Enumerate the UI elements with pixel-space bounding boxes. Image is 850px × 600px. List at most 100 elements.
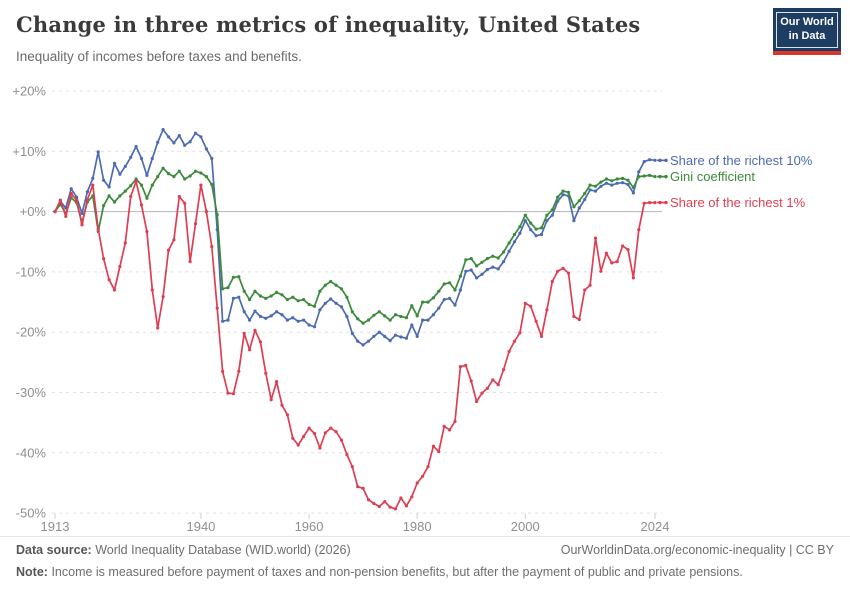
data-point <box>426 318 430 322</box>
data-point <box>96 150 100 154</box>
data-point <box>145 173 149 177</box>
data-point <box>648 173 652 177</box>
data-point <box>610 179 614 183</box>
legend-dot <box>664 158 668 163</box>
data-point <box>464 269 468 273</box>
data-point <box>237 295 241 299</box>
data-point <box>648 201 652 205</box>
data-point <box>550 279 554 284</box>
data-point <box>312 325 317 329</box>
legend-label-share-richest-10[interactable]: Share of the richest 10% <box>670 153 813 168</box>
data-point <box>123 241 127 245</box>
data-point <box>145 196 149 200</box>
data-point <box>410 323 414 327</box>
owid-logo[interactable]: Our World in Data <box>773 8 841 55</box>
data-point <box>139 156 144 161</box>
data-point <box>102 204 106 208</box>
data-point <box>464 258 468 262</box>
data-point <box>583 288 587 292</box>
data-point <box>361 343 365 347</box>
data-point <box>172 141 176 145</box>
data-point <box>85 190 89 194</box>
data-point <box>150 156 154 161</box>
data-point <box>161 166 165 170</box>
data-point <box>177 169 181 173</box>
data-point <box>377 330 381 334</box>
data-point <box>469 257 473 261</box>
data-point <box>529 304 533 308</box>
data-point <box>312 304 317 308</box>
data-point <box>253 328 257 332</box>
data-point <box>496 267 500 271</box>
data-point <box>323 431 327 435</box>
data-point <box>58 198 63 202</box>
legend-label-share-richest-1[interactable]: Share of the richest 1% <box>670 195 806 210</box>
data-point <box>404 316 408 320</box>
data-point <box>134 177 138 181</box>
data-point <box>502 260 506 264</box>
data-point <box>539 334 544 338</box>
data-point <box>491 254 495 258</box>
data-point <box>112 161 117 165</box>
data-point <box>621 176 625 180</box>
inequality-line-chart[interactable]: +20% +10% +0% -10% -20% -30% -40% -50%1913 1940 1… <box>0 78 850 536</box>
data-point <box>448 428 452 432</box>
data-point <box>366 498 371 502</box>
data-point <box>631 276 636 280</box>
legend-dot <box>664 174 668 179</box>
data-point <box>323 301 327 305</box>
data-point <box>458 274 462 278</box>
data-point <box>215 213 219 217</box>
series-line-gini-coefficient[interactable] <box>54 167 656 325</box>
data-point <box>599 269 603 273</box>
data-point <box>626 178 630 182</box>
legend-dot <box>658 158 662 163</box>
data-point <box>426 465 430 469</box>
data-point <box>621 244 625 248</box>
data-point <box>518 231 522 235</box>
data-point <box>399 335 403 339</box>
data-point <box>502 250 506 254</box>
chart-area[interactable]: +20% +10% +0% -10% -20% -30% -40% -50% 1913 1940 1… <box>0 78 850 536</box>
data-point <box>150 183 154 187</box>
data-point <box>561 189 565 193</box>
legend-label-gini-coefficient[interactable]: Gini coefficient <box>670 169 755 184</box>
data-point <box>404 336 408 340</box>
data-point <box>172 175 176 179</box>
series-line-share-richest-1[interactable] <box>54 180 655 510</box>
data-point <box>599 184 603 188</box>
data-point <box>572 205 576 209</box>
data-point <box>642 174 646 178</box>
data-point <box>285 298 289 302</box>
data-point <box>507 241 511 245</box>
owid-license-link[interactable]: OurWorldinData.org/economic-inequality |… <box>560 543 834 557</box>
data-point <box>377 504 381 509</box>
data-point <box>204 210 208 214</box>
data-point <box>242 331 246 335</box>
legend-dot <box>658 174 662 179</box>
data-point <box>237 369 241 373</box>
data-point <box>75 198 79 202</box>
data-point <box>264 371 268 375</box>
data-point <box>593 236 598 240</box>
data-point <box>383 334 387 338</box>
data-point <box>345 453 349 457</box>
data-point <box>275 290 279 294</box>
data-point <box>339 287 344 291</box>
data-point <box>615 177 619 181</box>
y-axis-tick-label: -30% <box>16 385 47 400</box>
data-point <box>431 444 435 448</box>
data-point <box>156 140 160 144</box>
data-point <box>583 197 587 202</box>
y-axis-tick-label: +10% <box>12 144 46 159</box>
data-point <box>134 179 138 183</box>
data-point <box>415 314 419 318</box>
y-axis-tick-label: -20% <box>16 325 47 340</box>
data-point <box>253 289 257 293</box>
data-point <box>469 379 473 383</box>
series-line-share-richest-10[interactable] <box>54 128 656 346</box>
data-point <box>453 288 457 292</box>
data-point <box>177 194 181 199</box>
data-point <box>188 140 192 144</box>
data-point <box>388 505 392 509</box>
